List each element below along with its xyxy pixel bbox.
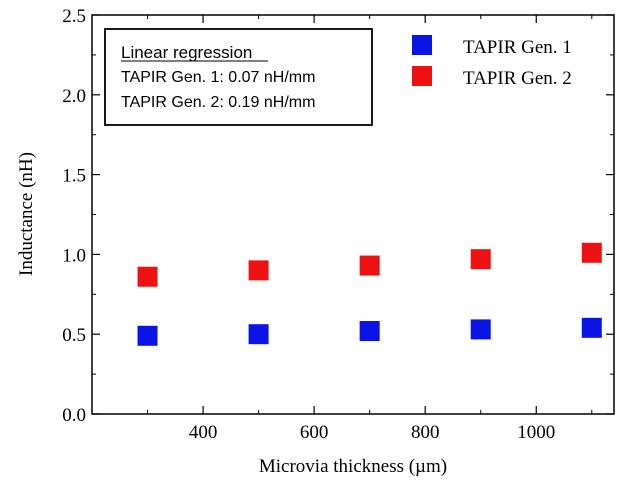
data-point-gen2: [137, 266, 158, 287]
x-axis-label: Microvia thickness (µm): [259, 456, 447, 477]
data-point-gen2: [359, 255, 380, 276]
x-tick-label: 1000: [517, 422, 555, 443]
data-point-gen1: [248, 324, 269, 345]
annotation-title: Linear regression: [121, 43, 252, 62]
y-tick-label: 1.5: [62, 166, 86, 187]
y-tick-label: 2.5: [62, 6, 86, 27]
axis-tick-labels: 400 600 800 1000 0.0 0.5 1.0 1.5 2.0 2.5: [62, 6, 555, 443]
annotation-line-gen2: TAPIR Gen. 2: 0.19 nH/mm: [121, 94, 315, 111]
data-point-gen2: [248, 260, 269, 281]
y-tick-label: 0.0: [62, 405, 86, 426]
data-points: [137, 242, 602, 346]
x-tick-label: 600: [300, 422, 329, 443]
legend-label-gen1: TAPIR Gen. 1: [463, 37, 572, 58]
y-tick-label: 2.0: [62, 86, 86, 107]
x-tick-label: 800: [411, 422, 440, 443]
y-axis-label: Inductance (nH): [16, 152, 37, 276]
legend: TAPIR Gen. 1 TAPIR Gen. 2: [412, 35, 572, 89]
legend-label-gen2: TAPIR Gen. 2: [463, 68, 572, 89]
legend-swatch-gen2: [412, 66, 432, 86]
data-point-gen1: [359, 321, 380, 342]
regression-annotation: Linear regression TAPIR Gen. 1: 0.07 nH/…: [104, 28, 373, 126]
data-point-gen2: [581, 242, 602, 263]
data-point-gen2: [470, 249, 491, 270]
data-point-gen1: [581, 317, 602, 338]
legend-swatch-gen1: [412, 35, 432, 55]
annotation-box: [104, 28, 373, 126]
axis-ticks: [92, 14, 614, 415]
y-tick-label: 1.0: [62, 245, 86, 266]
x-tick-label: 400: [189, 422, 218, 443]
data-point-gen1: [470, 319, 491, 340]
y-tick-label: 0.5: [62, 325, 86, 346]
annotation-line-gen1: TAPIR Gen. 1: 0.07 nH/mm: [121, 69, 315, 86]
data-point-gen1: [137, 325, 158, 346]
